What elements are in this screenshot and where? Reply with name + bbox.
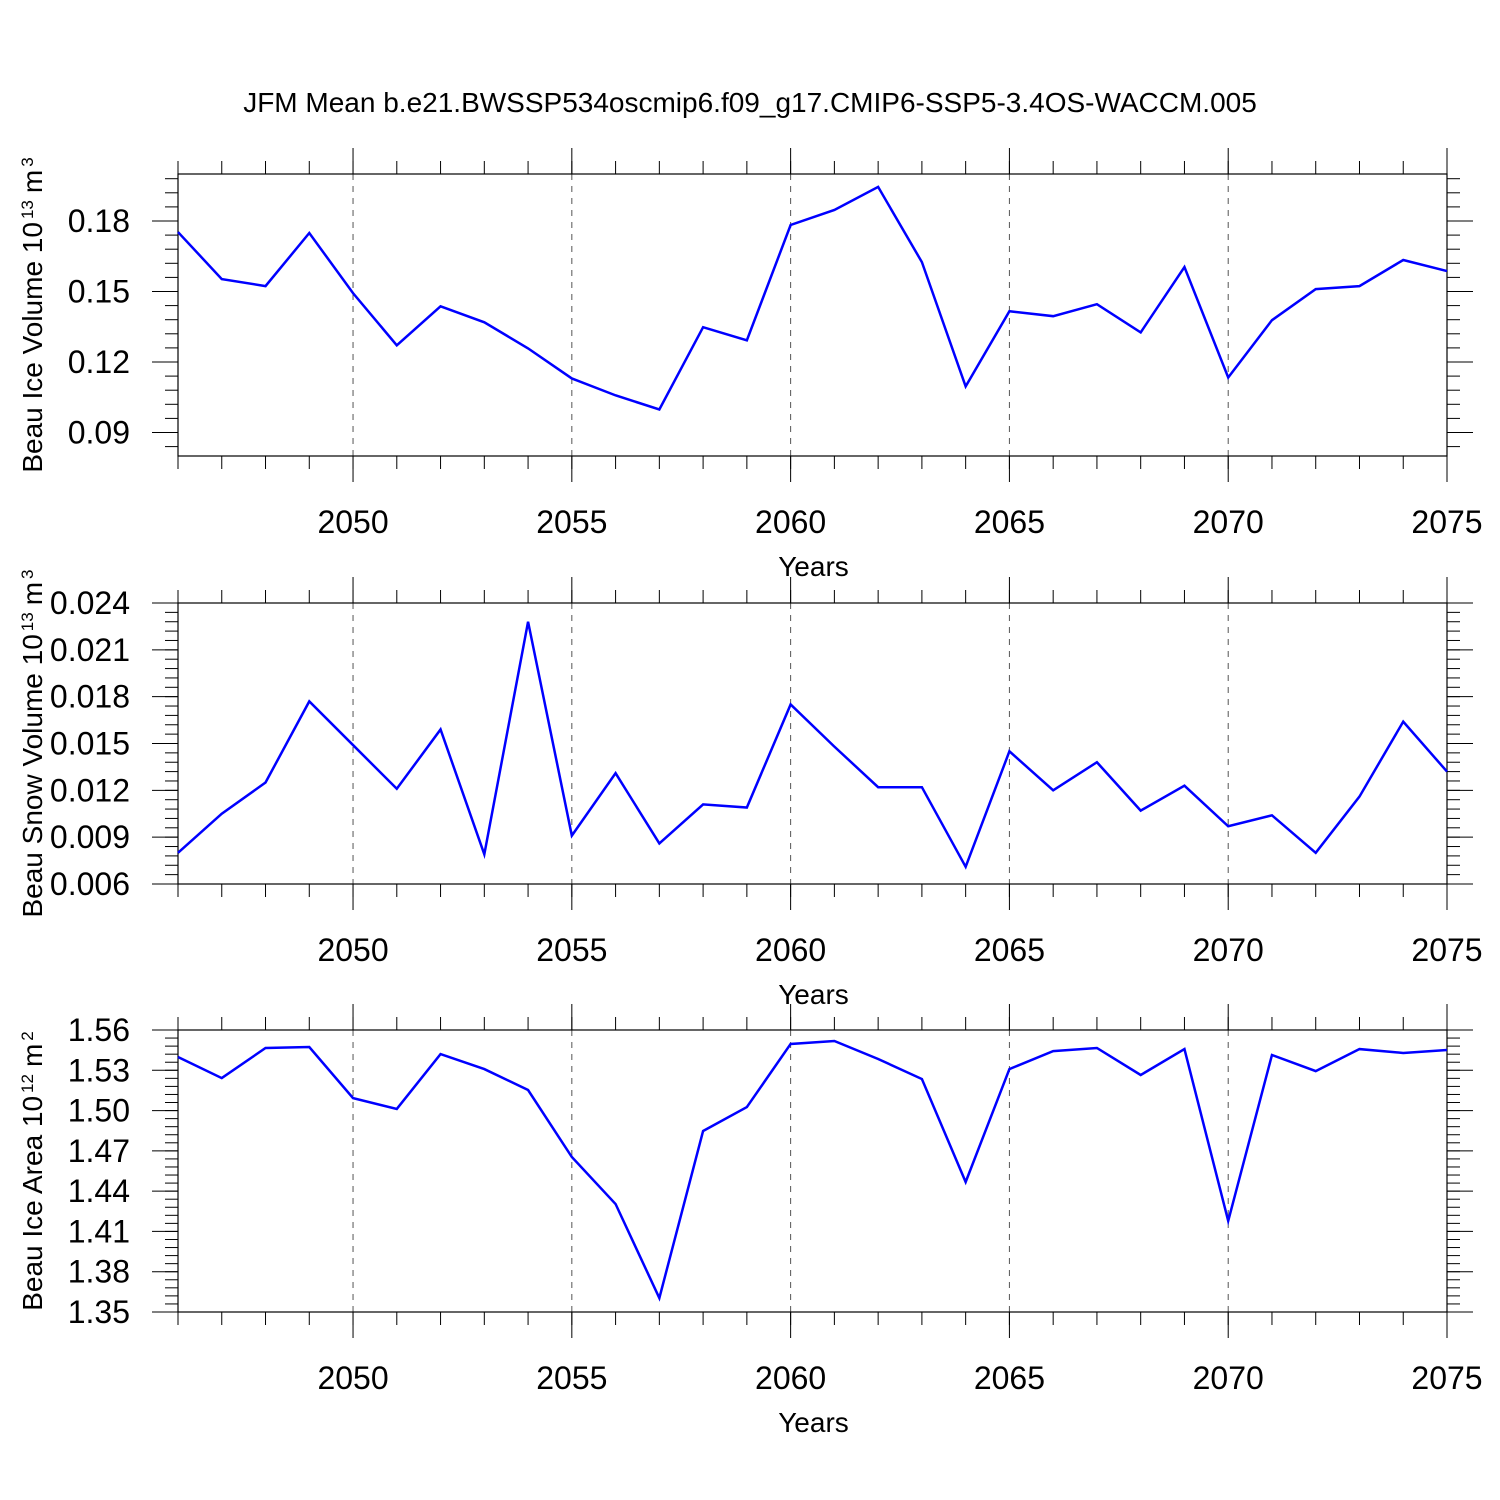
y-axis-label: Beau Snow Volume 10 13 m 3: [17, 569, 48, 917]
x-axis-label: Years: [778, 551, 849, 582]
y-label-exponent: 3: [18, 157, 37, 166]
y-tick-label: 0.012: [50, 772, 130, 808]
y-tick-label: 0.021: [50, 632, 130, 668]
y-label-exponent: 13: [18, 200, 37, 219]
y-tick-label: 0.018: [50, 679, 130, 715]
x-axis-label: Years: [778, 979, 849, 1010]
y-tick-label: 0.15: [68, 274, 130, 310]
y-tick-label: 1.41: [68, 1213, 130, 1249]
x-tick-label: 2065: [974, 504, 1045, 540]
y-label-text: Beau Ice Area 10: [17, 1096, 48, 1311]
y-label-text: m: [17, 1044, 48, 1067]
x-tick-label: 2075: [1411, 1360, 1482, 1396]
x-tick-label: 2070: [1193, 1360, 1264, 1396]
y-tick-label: 1.53: [68, 1052, 130, 1088]
y-label-text: m: [17, 170, 48, 193]
x-tick-label: 2075: [1411, 932, 1482, 968]
y-tick-label: 0.09: [68, 415, 130, 451]
y-tick-label: 1.50: [68, 1093, 130, 1129]
x-tick-label: 2055: [536, 1360, 607, 1396]
x-tick-label: 2050: [317, 932, 388, 968]
y-label-text: m: [17, 582, 48, 605]
y-tick-label: 0.024: [50, 585, 130, 621]
x-tick-label: 2060: [755, 504, 826, 540]
plot-frame: [177, 173, 1448, 457]
data-line: [177, 185, 1448, 411]
x-tick-label: 2060: [755, 1360, 826, 1396]
x-tick-label: 2055: [536, 932, 607, 968]
x-axis-label: Years: [778, 1407, 849, 1438]
y-tick-label: 0.009: [50, 819, 130, 855]
x-tick-label: 2050: [317, 504, 388, 540]
x-tick-label: 2065: [974, 932, 1045, 968]
data-line: [177, 621, 1448, 870]
data-line: [177, 1039, 1448, 1302]
x-tick-label: 2070: [1193, 504, 1264, 540]
y-label-exponent: 2: [18, 1031, 37, 1040]
x-tick-label: 2060: [755, 932, 826, 968]
y-axis-label: Beau Ice Area 10 12 m 2: [17, 1031, 48, 1311]
figure-title: JFM Mean b.e21.BWSSP534oscmip6.f09_g17.C…: [243, 87, 1257, 118]
y-label-exponent: 13: [18, 612, 37, 631]
y-label-text: Beau Snow Volume 10: [17, 634, 48, 917]
y-label-exponent: 3: [18, 569, 37, 578]
x-tick-label: 2065: [974, 1360, 1045, 1396]
y-tick-label: 1.35: [68, 1294, 130, 1330]
y-axis-label: Beau Ice Volume 10 13 m 3: [17, 157, 48, 472]
y-tick-label: 0.006: [50, 866, 130, 902]
plot-frame: [177, 602, 1448, 885]
y-tick-label: 1.56: [68, 1012, 130, 1048]
plot-frame: [177, 1029, 1448, 1313]
y-label-exponent: 12: [18, 1074, 37, 1093]
x-tick-label: 2075: [1411, 504, 1482, 540]
y-tick-label: 0.12: [68, 344, 130, 380]
y-tick-label: 0.015: [50, 726, 130, 762]
x-tick-label: 2070: [1193, 932, 1264, 968]
y-tick-label: 1.47: [68, 1133, 130, 1169]
y-tick-label: 0.18: [68, 203, 130, 239]
y-tick-label: 1.38: [68, 1254, 130, 1290]
y-tick-label: 1.44: [68, 1173, 130, 1209]
y-label-text: Beau Ice Volume 10: [17, 222, 48, 473]
x-tick-label: 2050: [317, 1360, 388, 1396]
x-tick-label: 2055: [536, 504, 607, 540]
